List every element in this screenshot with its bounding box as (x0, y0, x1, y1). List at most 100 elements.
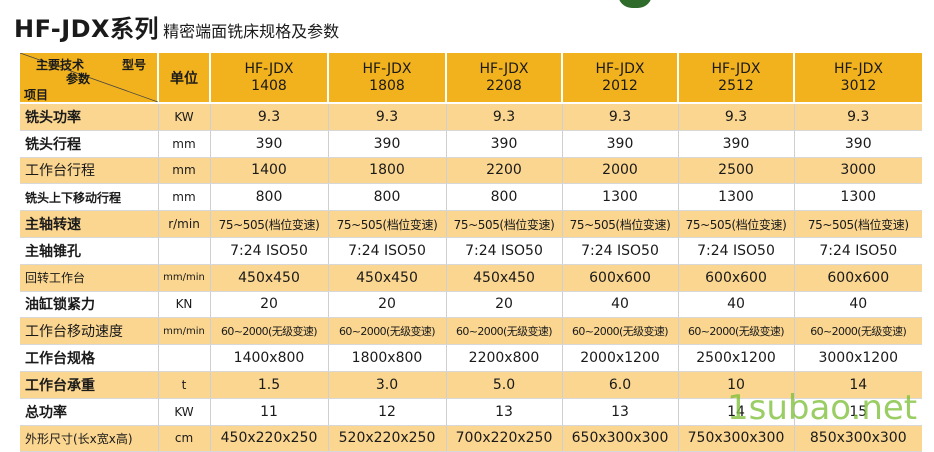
table-cell: 60~2000(无级变速) (794, 317, 922, 346)
row-unit (158, 344, 211, 372)
table-cell: 13 (446, 398, 563, 426)
table-row: 总功率 KW 11 12 13 13 14 15 (20, 398, 922, 426)
table-cell: 9.3 (446, 103, 563, 131)
table-cell: 1800 (328, 157, 447, 185)
table-row: 工作台规格 1400x800 1800x800 2200x800 2000x1200 25… (20, 344, 922, 372)
title-sub: 精密端面铣床规格及参数 (163, 22, 340, 41)
table-row: 铣头功率 KW 9.3 9.3 9.3 9.3 9.3 9.3 (20, 103, 922, 131)
table-cell: 13 (562, 398, 679, 426)
table-cell: 3000x1200 (794, 344, 922, 372)
table-cell: 1300 (794, 183, 922, 212)
table-cell: 450x450 (446, 264, 563, 292)
table-cell: 40 (794, 291, 922, 319)
model-series: HF-JDX (595, 60, 645, 77)
model-header: HF-JDX 2012 (562, 53, 679, 104)
model-series: HF-JDX (711, 60, 761, 77)
table-cell: 600x600 (678, 264, 795, 292)
row-unit: mm/min (158, 317, 211, 346)
table-cell: 60~2000(无级变速) (210, 317, 329, 346)
model-number: 2012 (602, 77, 638, 94)
row-item-label: 铣头行程 (20, 130, 159, 158)
row-item-label: 工作台移动速度 (20, 317, 159, 346)
table-cell: 450x450 (328, 264, 447, 292)
table-cell: 9.3 (562, 103, 679, 131)
corner-label-model: 型号 (122, 58, 147, 72)
row-item-label: 主轴转速 (20, 210, 159, 238)
table-cell: 2500 (678, 157, 795, 185)
table-cell: 14 (678, 398, 795, 426)
row-unit: KN (158, 291, 211, 319)
table-cell: 75~505(档位变速) (446, 210, 563, 238)
table-cell: 1300 (562, 183, 679, 212)
table-cell: 2000x1200 (562, 344, 679, 372)
row-item-label: 总功率 (20, 398, 159, 426)
row-unit: t (158, 371, 211, 399)
table-cell: 20 (446, 291, 563, 319)
table-cell: 600x600 (794, 264, 922, 292)
row-unit: mm (158, 183, 211, 212)
row-item-label: 外形尺寸(长x宽x高) (20, 425, 159, 452)
table-row: 工作台移动速度 mm/min 60~2000(无级变速) 60~2000(无级变速) 6… (20, 317, 922, 346)
table-cell: 75~505(档位变速) (210, 210, 329, 238)
model-series: HF-JDX (479, 60, 529, 77)
table-cell: 75~505(档位变速) (678, 210, 795, 238)
unit-header: 单位 (158, 53, 211, 104)
table-cell: 60~2000(无级变速) (446, 317, 563, 346)
model-series: HF-JDX (244, 60, 294, 77)
row-unit: mm/min (158, 264, 211, 292)
table-cell: 15 (794, 398, 922, 426)
table-row: 铣头行程 mm 390 390 390 390 390 390 (20, 130, 922, 158)
table-cell: 11 (210, 398, 329, 426)
model-number: 2208 (486, 77, 522, 94)
model-number: 1808 (369, 77, 405, 94)
model-number: 1408 (251, 77, 287, 94)
table-cell: 700x220x250 (446, 425, 563, 452)
row-unit: mm (158, 157, 211, 185)
model-series: HF-JDX (834, 60, 883, 77)
table-cell: 75~505(档位变速) (794, 210, 922, 238)
title-main: HF-JDX系列 (14, 15, 160, 43)
row-unit (158, 237, 211, 265)
header-row: 主要技术 型号 参数 项目 单位 HF-JDX 1408 HF-JDX 1808 HF-… (20, 53, 922, 104)
table-row: 油缸锁紧力 KN 20 20 20 40 40 40 (20, 291, 922, 319)
model-series: HF-JDX (362, 60, 412, 77)
model-header: HF-JDX 1408 (210, 53, 329, 104)
table-cell: 60~2000(无级变速) (562, 317, 679, 346)
table-cell: 20 (328, 291, 447, 319)
model-header: HF-JDX 3012 (794, 53, 922, 104)
corner-label-item: 项目 (24, 88, 49, 102)
table-cell: 75~505(档位变速) (328, 210, 447, 238)
table-cell: 390 (678, 130, 795, 158)
table-cell: 7:24 ISO50 (328, 237, 447, 265)
table-cell: 390 (328, 130, 447, 158)
table-cell: 20 (210, 291, 329, 319)
table-cell: 390 (794, 130, 922, 158)
row-unit: r/min (158, 210, 211, 238)
table-cell: 1400 (210, 157, 329, 185)
row-item-label: 工作台规格 (20, 344, 159, 372)
model-header: HF-JDX 1808 (328, 53, 447, 104)
table-cell: 7:24 ISO50 (794, 237, 922, 265)
table-cell: 6.0 (562, 371, 679, 399)
table-cell: 60~2000(无级变速) (678, 317, 795, 346)
model-number: 3012 (840, 77, 877, 94)
table-row: 主轴锥孔 7:24 ISO50 7:24 ISO50 7:24 ISO50 7:24 I… (20, 237, 922, 265)
table-row: 回转工作台 mm/min 450x450 450x450 450x450 600x600 6… (20, 264, 922, 292)
model-header: HF-JDX 2208 (446, 53, 563, 104)
table-cell: 1800x800 (328, 344, 447, 372)
table-cell: 9.3 (678, 103, 795, 131)
table-cell: 7:24 ISO50 (678, 237, 795, 265)
table-cell: 7:24 ISO50 (210, 237, 329, 265)
table-cell: 800 (446, 183, 563, 212)
table-cell: 7:24 ISO50 (446, 237, 563, 265)
corner-label-main: 主要技术 (36, 58, 85, 72)
row-unit: mm (158, 130, 211, 158)
table-cell: 9.3 (794, 103, 922, 131)
table-cell: 1300 (678, 183, 795, 212)
table-cell: 10 (678, 371, 795, 399)
table-cell: 2200 (446, 157, 563, 185)
table-cell: 9.3 (328, 103, 447, 131)
table-cell: 2200x800 (446, 344, 563, 372)
page-title: HF-JDX系列 精密端面铣床规格及参数 (14, 8, 339, 44)
table-cell: 12 (328, 398, 447, 426)
